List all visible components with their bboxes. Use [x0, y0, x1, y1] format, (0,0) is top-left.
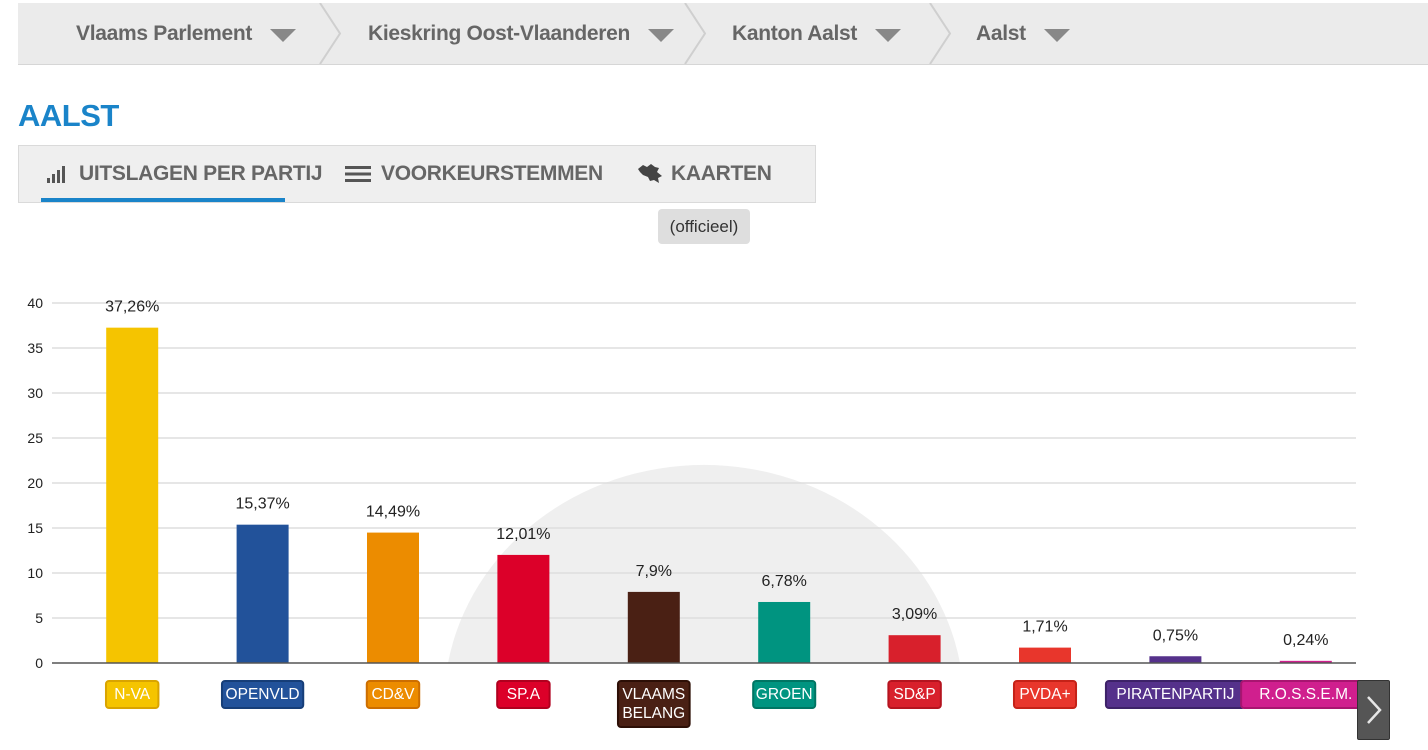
breadcrumb-item-gemeente[interactable]: Aalst: [976, 3, 1070, 64]
category-tag: [220, 680, 305, 709]
value-label: 15,37%: [235, 496, 289, 513]
breadcrumb-label: Vlaams Parlement: [76, 21, 253, 45]
next-button[interactable]: [1357, 680, 1390, 740]
value-label: 14,49%: [366, 504, 420, 521]
bar-0: [106, 327, 159, 663]
category-label: SP.A: [507, 686, 541, 703]
value-label: 12,01%: [496, 526, 550, 543]
chevron-right-icon: [1366, 696, 1382, 724]
bar-9: [1279, 660, 1332, 663]
chevron-down-icon: [648, 29, 675, 42]
chevron-down-icon: [270, 29, 297, 42]
y-tick-label: 20: [27, 475, 43, 491]
bar-chart-icon: [47, 166, 65, 183]
list-icon: [345, 166, 371, 182]
category-tag: [365, 680, 421, 709]
bar-7: [1019, 647, 1071, 663]
y-tick-label: 15: [27, 520, 43, 536]
bar-1: [236, 524, 289, 663]
status-badge: (officieel): [658, 209, 750, 244]
page-title: AALST: [18, 98, 119, 133]
y-tick-label: 25: [27, 430, 43, 446]
category-label: OPENVLD: [226, 686, 300, 703]
category-label: VLAAMS: [622, 686, 685, 703]
breadcrumb-separator-icon: [684, 3, 707, 64]
bar-2: [367, 532, 419, 663]
y-tick-label: 0: [35, 655, 43, 671]
category-label: SD&P: [893, 686, 935, 703]
bar-chart: 0 5 10 15 20 25 30 35 40 37,26% N-VA 15,37% OPENVLD 1…: [27, 295, 1372, 750]
category-label: BELANG: [622, 705, 685, 722]
breadcrumb-label: Aalst: [976, 21, 1026, 45]
value-label: 3,09%: [892, 606, 937, 623]
breadcrumb-item-kanton[interactable]: Kanton Aalst: [732, 3, 902, 64]
y-tick-label: 5: [35, 610, 43, 626]
breadcrumb-separator-icon: [319, 3, 342, 64]
category-label: PVDA+: [1019, 686, 1070, 703]
tab-maps[interactable]: KAARTEN: [637, 146, 772, 202]
y-tick-label: 40: [27, 295, 43, 311]
breadcrumb: Vlaams Parlement Kieskring Oost-Vlaander…: [18, 3, 1428, 65]
tab-label: KAARTEN: [671, 162, 772, 185]
chevron-down-icon: [1043, 29, 1070, 42]
category-label: N-VA: [114, 686, 151, 703]
bar-5: [758, 601, 811, 663]
category-label: R.O.S.S.E.M.: [1259, 686, 1352, 703]
breadcrumb-label: Kieskring Oost-Vlaanderen: [368, 21, 631, 45]
category-label: CD&V: [371, 686, 415, 703]
value-label: 1,71%: [1022, 619, 1067, 636]
tab-preference-votes[interactable]: VOORKEURSTEMMEN: [345, 146, 603, 202]
chevron-down-icon: [875, 29, 902, 42]
value-label: 7,9%: [636, 563, 672, 580]
value-label: 37,26%: [105, 299, 159, 316]
value-label: 6,78%: [762, 573, 807, 590]
bar-3: [497, 554, 550, 663]
category-tag: [887, 680, 942, 709]
category-tag: [1012, 680, 1078, 709]
breadcrumb-separator-icon: [929, 3, 952, 64]
y-tick-label: 10: [27, 565, 43, 581]
category-tag: [752, 680, 817, 709]
category-label: PIRATENPARTIJ: [1116, 686, 1234, 703]
breadcrumb-label: Kanton Aalst: [732, 21, 858, 45]
category-label: GROEN: [756, 686, 813, 703]
active-tab-indicator: [41, 198, 285, 202]
bar-6: [888, 635, 941, 663]
bar-4: [627, 591, 680, 663]
breadcrumb-item-kieskring[interactable]: Kieskring Oost-Vlaanderen: [368, 3, 675, 64]
category-tag: [104, 680, 160, 709]
breadcrumb-item-parliament[interactable]: Vlaams Parlement: [76, 3, 297, 64]
tab-label: UITSLAGEN PER PARTIJ: [79, 162, 323, 185]
tab-results-per-party[interactable]: UITSLAGEN PER PARTIJ: [47, 146, 323, 202]
category-tag: [496, 680, 551, 709]
value-label: 0,75%: [1153, 627, 1198, 644]
bar-8: [1149, 656, 1202, 663]
y-tick-label: 35: [27, 340, 43, 356]
category-tag: [616, 680, 691, 728]
tab-bar: UITSLAGEN PER PARTIJ VOORKEURSTEMMEN KAA…: [18, 145, 816, 203]
belgium-map-icon: [638, 164, 662, 183]
y-tick-label: 30: [27, 385, 43, 401]
value-label: 0,24%: [1283, 632, 1328, 649]
background-arc: [448, 464, 960, 663]
tab-label: VOORKEURSTEMMEN: [381, 162, 603, 185]
